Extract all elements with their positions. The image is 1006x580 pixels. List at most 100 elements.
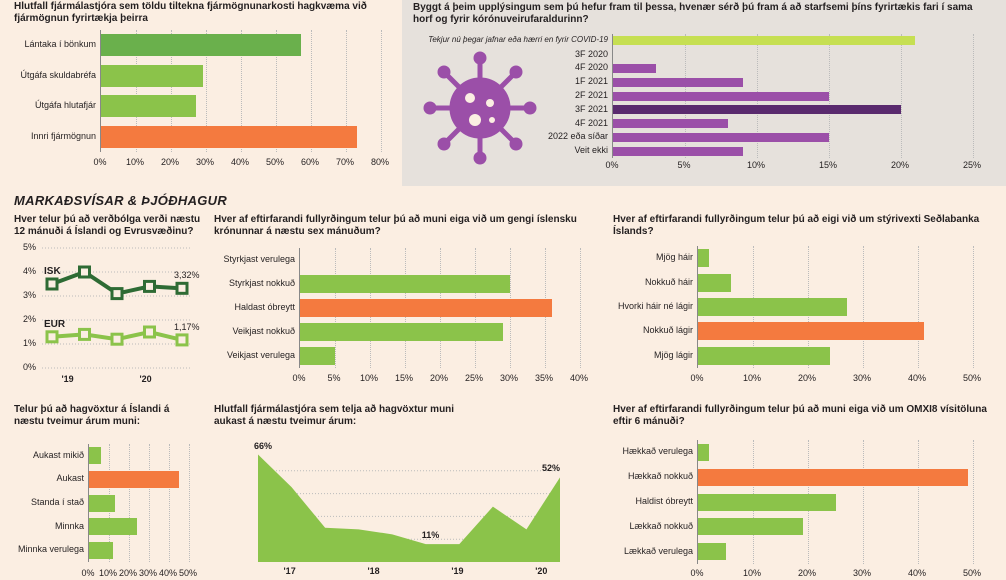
bar [698, 346, 830, 365]
data-label: 52% [542, 463, 561, 474]
x-tick-label: '17 [283, 566, 296, 576]
chart-title: Telur þú að hagvöxtur á Íslandi á næstu … [14, 404, 170, 427]
series-name: ISK [44, 266, 61, 277]
category-label: Útgáfa skuldabréfa [20, 69, 96, 80]
data-point [78, 327, 91, 341]
tick-label: 0% [605, 160, 619, 170]
series-name: EUR [44, 318, 66, 330]
grid-line [276, 30, 277, 152]
tick-label: 20% [890, 160, 909, 170]
tick-label: 4% [22, 266, 36, 276]
bar [101, 95, 196, 118]
tick-label: 60% [300, 157, 319, 167]
tick-label: 20% [160, 157, 179, 167]
x-tick-label: '19 [61, 374, 74, 384]
grid-line [206, 30, 207, 152]
bar [89, 447, 101, 465]
grid-line [346, 30, 347, 152]
category-label: Haldist óbreytt [635, 496, 693, 506]
bar [613, 119, 729, 129]
bar [698, 298, 847, 316]
category-label: Mjög lágir [653, 349, 693, 360]
bar [698, 273, 731, 292]
tick-label: 20% [797, 568, 816, 578]
grid-line [829, 34, 830, 158]
category-label: Veit ekki [574, 145, 608, 156]
tick-label: 50% [962, 373, 981, 383]
category-label: Veikjast nokkuð [232, 326, 295, 336]
category-label: 1F 2021 [574, 76, 608, 87]
category-label: Nokkuð lágir [642, 325, 693, 336]
category-label: Minnka [54, 520, 84, 531]
category-label: Minnka verulega [17, 544, 84, 555]
tick-label: 10% [742, 568, 761, 578]
category-label: Nokkuð háir [644, 276, 693, 287]
tick-label: 30% [499, 373, 518, 383]
data-label: 66% [254, 440, 273, 451]
last-value-label: 3,32% [174, 270, 200, 281]
x-tick-label: '19 [451, 566, 464, 576]
data-point [143, 325, 156, 339]
grid-line [863, 246, 864, 368]
bar [613, 77, 743, 87]
data-point [78, 265, 91, 279]
bar [613, 146, 743, 156]
bar [698, 322, 924, 341]
tick-label: 30% [852, 373, 871, 383]
x-tick-label: '18 [367, 566, 380, 576]
category-label: Standa í stað [30, 497, 84, 507]
chart-title: Hver af eftirfarandi fullyrðingum telur … [613, 214, 980, 237]
data-point [45, 330, 59, 344]
tick-label: 20% [429, 373, 448, 383]
category-label: Mjög háir [655, 252, 693, 263]
category-label: Hvorki háir né lágir [617, 301, 693, 311]
tick-label: 40% [907, 373, 926, 383]
bar [101, 64, 203, 87]
bar [698, 443, 709, 461]
virus-icon [423, 51, 537, 165]
tick-label: 30% [138, 568, 157, 578]
tick-label: 30% [195, 157, 214, 167]
category-label: Aukast [56, 473, 84, 484]
tick-label: 70% [335, 157, 354, 167]
data-point [175, 333, 189, 347]
grid-line [973, 246, 974, 368]
category-label: Tekjur nú þegar jafnar eða hærri en fyri… [428, 34, 608, 44]
plot-area [100, 30, 382, 152]
bar [698, 543, 726, 561]
category-label: Haldast óbreytt [234, 302, 295, 312]
grid-line [901, 34, 902, 158]
bar [300, 275, 510, 293]
bar [300, 299, 552, 317]
grid-line [580, 248, 581, 368]
data-point [143, 279, 156, 293]
tick-label: 50% [962, 568, 981, 578]
x-tick-label: '20 [139, 374, 152, 384]
bar [698, 518, 803, 536]
tick-label: 20% [118, 568, 137, 578]
chart-title: Byggt á þeim upplýsingum sem þú hefur fr… [413, 2, 973, 25]
category-label: 3F 2020 [574, 48, 608, 59]
category-label: Útgáfa hlutafjár [34, 100, 96, 111]
tick-label: 10% [359, 373, 378, 383]
bar [613, 63, 657, 73]
inflation-line-chart [42, 247, 192, 369]
grid-line [918, 246, 919, 368]
tick-label: 0% [690, 373, 704, 383]
bar [698, 468, 968, 486]
chart-title: Hver af eftirfarandi fullyrðingum telur … [214, 214, 577, 237]
grid-line [973, 34, 974, 158]
grid-line [189, 444, 190, 562]
bar [89, 494, 115, 512]
grid-line [973, 440, 974, 564]
category-label: 4F 2021 [574, 117, 608, 128]
growth-area-chart [258, 454, 560, 562]
bar [698, 249, 709, 268]
bar [101, 125, 357, 148]
grid-line [863, 440, 864, 564]
tick-label: 10% [125, 157, 144, 167]
bar [613, 105, 901, 115]
chart-title: Hlutfall fjármálastjóra sem telja að hag… [214, 404, 455, 427]
tick-label: 0% [292, 373, 306, 383]
category-label: Innri fjármögnun [30, 130, 96, 141]
